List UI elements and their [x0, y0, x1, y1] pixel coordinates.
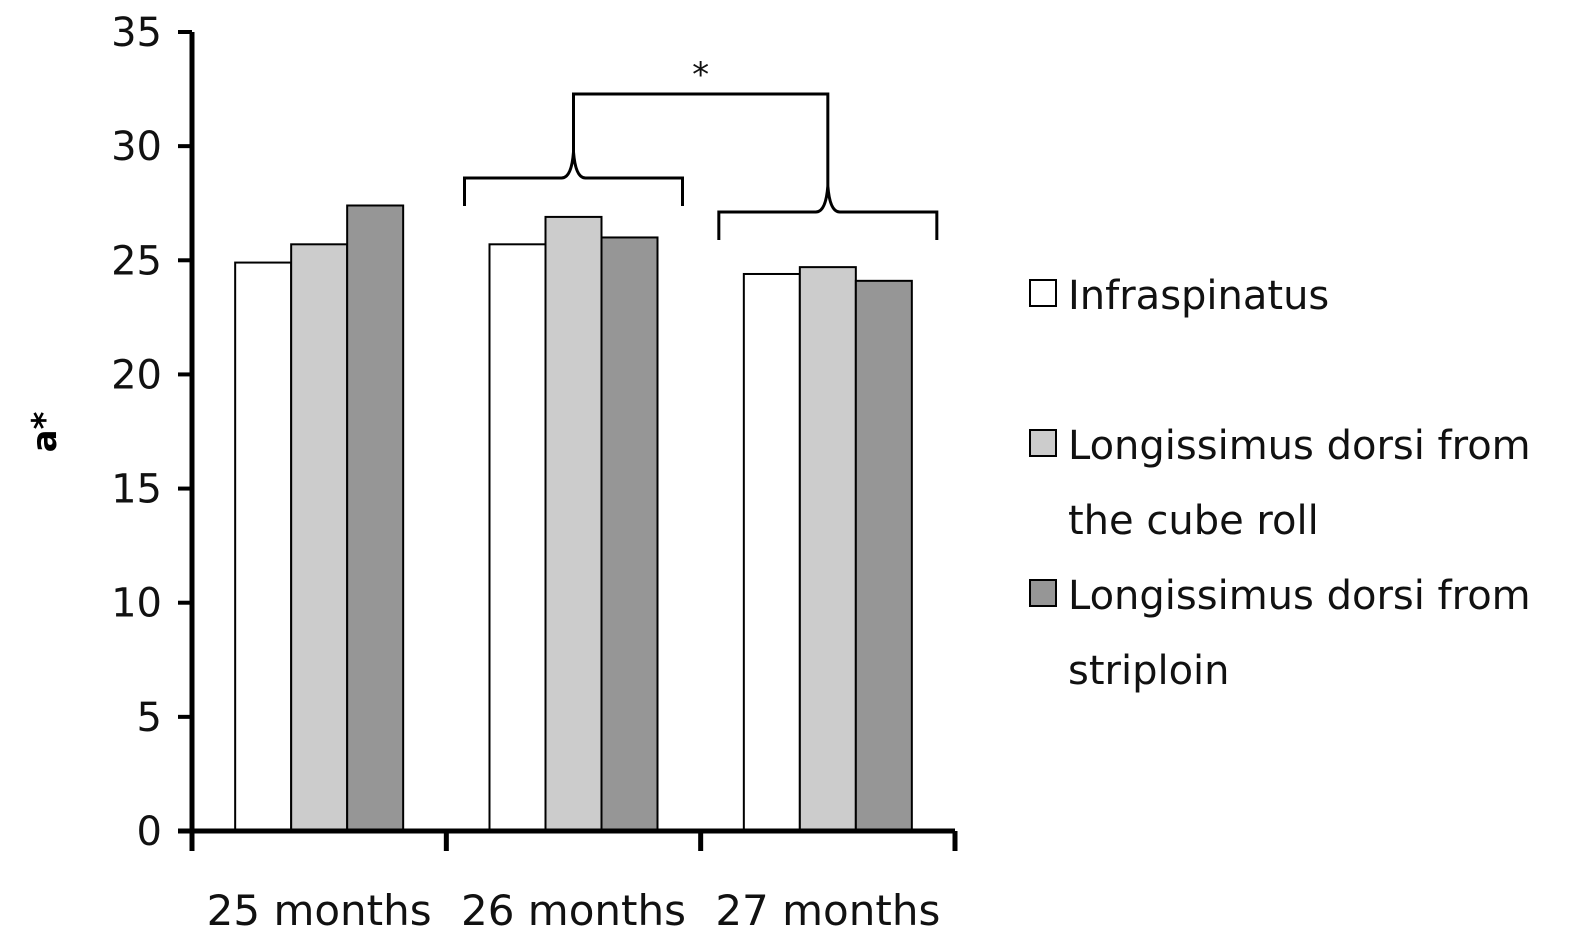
legend-label: the cube roll: [1068, 498, 1319, 544]
legend-swatch: [1029, 579, 1057, 607]
bar: [290, 243, 349, 832]
x-axis-category-labels: 25 months 26 months 27 months: [207, 886, 941, 935]
bar: [600, 236, 659, 832]
y-tick-label: 35: [111, 10, 162, 56]
legend: Infraspinatus Longissimus dorsi from the c…: [1029, 273, 1531, 694]
y-tick-label: 10: [111, 581, 162, 627]
x-category-label: 27 months: [715, 886, 940, 935]
y-axis-label: a*: [25, 411, 65, 452]
significance-bracket: [572, 92, 830, 186]
y-tick-label: 5: [137, 695, 162, 741]
bar: [854, 279, 913, 832]
legend-label: Longissimus dorsi from: [1068, 423, 1531, 469]
group-bracket: [717, 185, 939, 240]
y-tick-label: 0: [137, 809, 162, 855]
y-tick-label: 30: [111, 124, 162, 170]
y-axis-ticks: 0 5 10 15 20 25 30 35: [111, 10, 192, 855]
legend-swatch: [1029, 279, 1057, 307]
y-tick-label: 15: [111, 467, 162, 513]
bar: [742, 272, 801, 832]
x-category-label: 25 months: [207, 886, 432, 935]
legend-label: Infraspinatus: [1068, 273, 1329, 319]
significance-brackets: *: [463, 55, 939, 240]
bars: [234, 204, 913, 833]
legend-label: striploin: [1068, 648, 1230, 694]
significance-marker: *: [692, 55, 709, 95]
legend-label: Longissimus dorsi from: [1068, 573, 1531, 619]
axes: [178, 32, 958, 851]
bar: [346, 204, 405, 833]
bar: [234, 261, 293, 833]
bar: [798, 266, 857, 832]
legend-swatch: [1029, 429, 1057, 457]
y-tick-label: 20: [111, 352, 162, 398]
bar: [488, 243, 547, 832]
y-tick-label: 25: [111, 238, 162, 284]
bar: [544, 215, 603, 832]
x-category-label: 26 months: [461, 886, 686, 935]
group-bracket: [463, 151, 684, 206]
